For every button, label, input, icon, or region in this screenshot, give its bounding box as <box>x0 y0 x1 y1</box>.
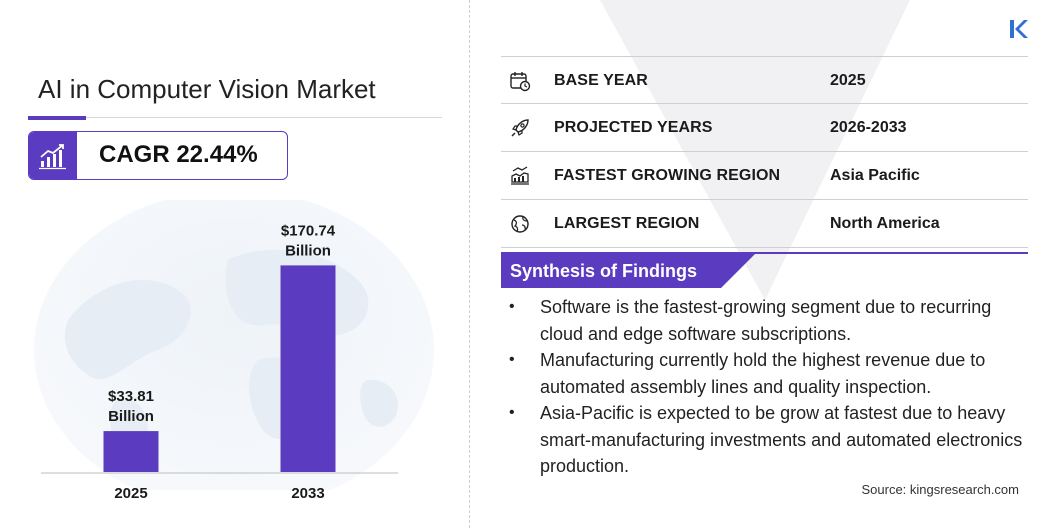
rocket-icon <box>511 119 529 137</box>
table-row: PROJECTED YEARS 2026-2033 <box>501 104 1028 152</box>
table-row: BASE YEAR 2025 <box>501 56 1028 104</box>
fact-label: PROJECTED YEARS <box>554 119 713 136</box>
fact-label: LARGEST REGION <box>554 215 700 232</box>
findings-list: Software is the fastest-growing segment … <box>508 294 1028 480</box>
x-tick-label-2025: 2025 <box>114 485 147 502</box>
synthesis-rule <box>501 252 1028 254</box>
kings-research-logo-icon <box>1010 20 1028 38</box>
market-facts-table: BASE YEAR 2025 PROJECTED YEARS 2026-2033… <box>501 56 1028 248</box>
list-item: Manufacturing currently hold the highest… <box>508 347 1028 400</box>
title-accent-bar <box>28 116 86 120</box>
fact-label: FASTEST GROWING REGION <box>554 167 781 184</box>
data-label-2033-value: $170.74 <box>281 222 336 239</box>
fact-value: 2025 <box>830 72 866 89</box>
fact-value: North America <box>830 215 940 232</box>
left-panel: AI in Computer Vision Market CAGR 22.44%… <box>0 0 468 528</box>
bar-2025 <box>103 431 159 472</box>
table-row: FASTEST GROWING REGION Asia Pacific <box>501 152 1028 200</box>
fact-value: Asia Pacific <box>830 167 920 184</box>
synthesis-banner <box>501 254 755 288</box>
market-size-bar-chart: $33.81 Billion 2025 $170.74 Billion 2033 <box>41 222 398 502</box>
cagr-value: CAGR 22.44% <box>99 141 258 168</box>
cagr-badge: CAGR 22.44% <box>28 131 288 180</box>
growth-chart-icon <box>29 132 77 179</box>
title-underline <box>28 117 442 118</box>
list-item: Software is the fastest-growing segment … <box>508 294 1028 347</box>
growth-region-icon <box>511 166 529 185</box>
decorative-triangle <box>600 0 910 300</box>
data-label-2033-unit: Billion <box>285 242 331 259</box>
fact-value: 2026-2033 <box>830 119 907 136</box>
panel-divider <box>469 0 470 528</box>
globe-icon <box>511 215 529 233</box>
list-item: Asia-Pacific is expected to be grow at f… <box>508 400 1028 480</box>
page-title: AI in Computer Vision Market <box>38 74 376 104</box>
fact-label: BASE YEAR <box>554 72 648 89</box>
table-row: LARGEST REGION North America <box>501 200 1028 248</box>
data-label-2025-unit: Billion <box>108 408 154 425</box>
source-note: Source: kingsresearch.com <box>861 482 1019 497</box>
x-tick-label-2033: 2033 <box>291 485 324 502</box>
calendar-icon <box>510 72 531 92</box>
data-label-2025-value: $33.81 <box>108 388 154 405</box>
bar-2033 <box>280 265 336 472</box>
synthesis-title: Synthesis of Findings <box>510 261 698 281</box>
